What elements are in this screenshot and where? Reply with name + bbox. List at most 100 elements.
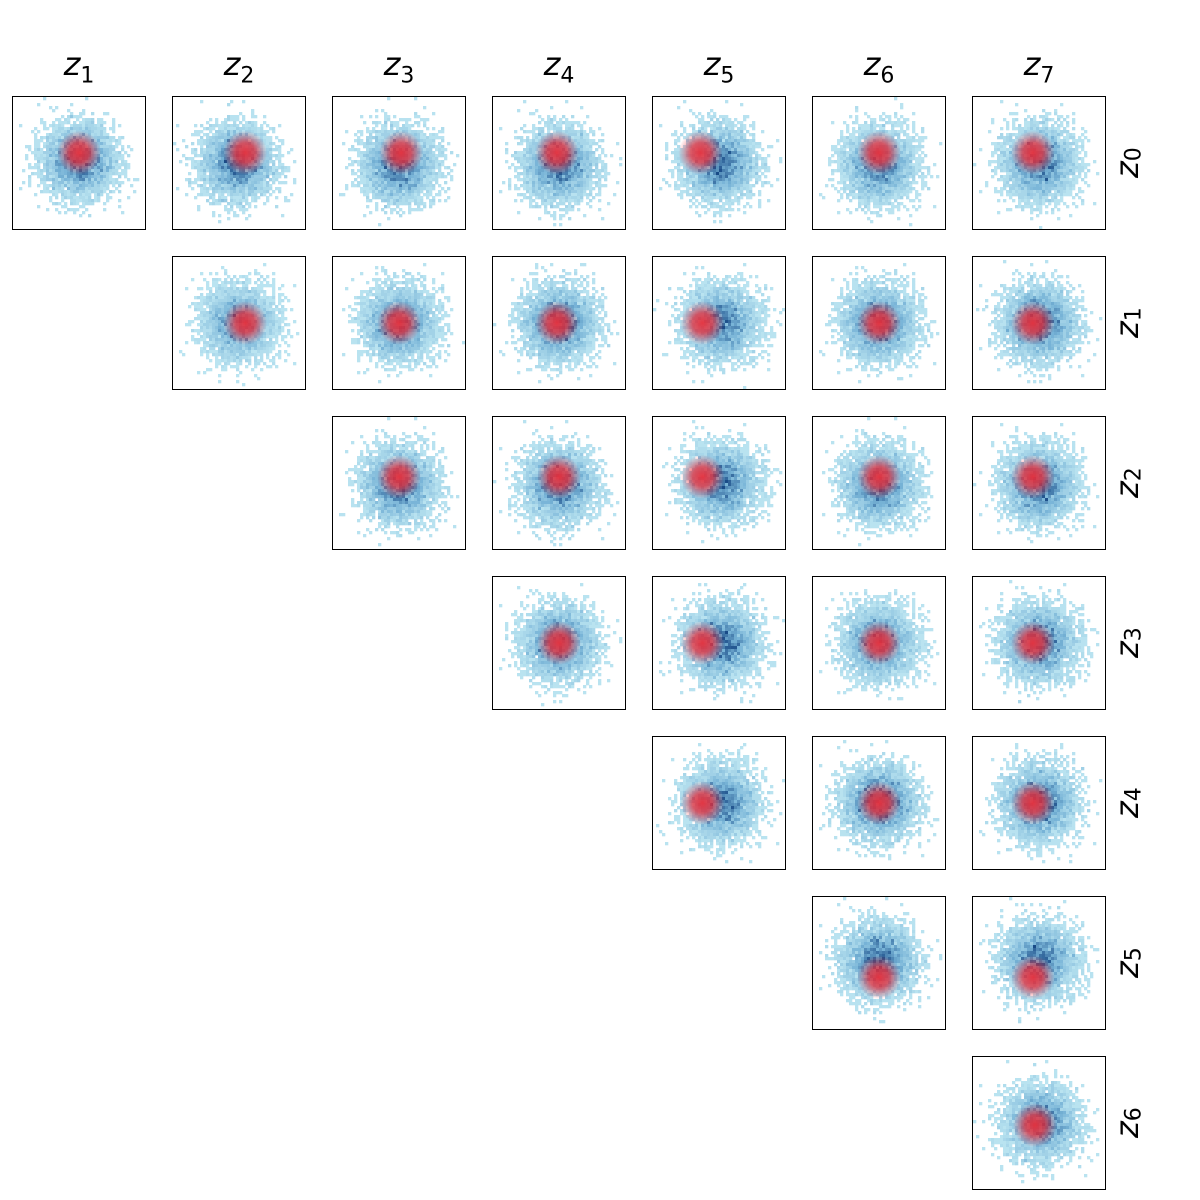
- density-bin: [740, 157, 744, 161]
- density-bin: [553, 193, 557, 197]
- density-bin: [746, 172, 750, 176]
- density-bin: [855, 145, 859, 149]
- density-bin: [577, 202, 581, 206]
- density-bin: [1066, 139, 1070, 143]
- density-bin: [755, 157, 759, 161]
- density-bin: [698, 214, 702, 218]
- density-bin: [37, 139, 41, 143]
- density-bin: [906, 208, 910, 212]
- density-bin: [1009, 154, 1013, 158]
- density-bin: [903, 175, 907, 179]
- density-bin: [921, 139, 925, 143]
- density-bin: [429, 133, 433, 137]
- density-bin: [372, 160, 376, 164]
- density-bin: [598, 187, 602, 191]
- density-bin: [360, 178, 364, 182]
- density-bin: [571, 133, 575, 137]
- density-bin: [438, 154, 442, 158]
- density-bin: [257, 190, 261, 194]
- density-bin: [351, 169, 355, 173]
- density-bin: [743, 145, 747, 149]
- density-bin: [909, 151, 913, 155]
- density-bin: [61, 175, 65, 179]
- density-bin: [683, 127, 687, 131]
- density-bin: [387, 202, 391, 206]
- density-bin: [746, 181, 750, 185]
- density-bin: [233, 187, 237, 191]
- density-bin: [357, 160, 361, 164]
- density-bin: [40, 190, 44, 194]
- density-bin: [245, 175, 249, 179]
- density-bin: [719, 166, 723, 170]
- density-bin: [191, 181, 195, 185]
- density-bin: [529, 199, 533, 203]
- density-bin: [447, 172, 451, 176]
- density-bin: [680, 178, 684, 182]
- density-bin: [707, 190, 711, 194]
- density-bin: [43, 136, 47, 140]
- density-bin: [553, 223, 557, 227]
- density-bin: [73, 181, 77, 185]
- density-bin: [855, 106, 859, 110]
- density-bin: [351, 181, 355, 185]
- density-bin: [906, 145, 910, 149]
- density-bin: [257, 181, 261, 185]
- density-bin: [233, 202, 237, 206]
- density-bin: [414, 115, 418, 119]
- density-bin: [52, 157, 56, 161]
- density-bin: [209, 124, 213, 128]
- density-bin: [900, 130, 904, 134]
- density-bin: [88, 124, 92, 128]
- density-bin: [378, 160, 382, 164]
- density-bin: [589, 130, 593, 134]
- density-bin: [396, 181, 400, 185]
- density-bin: [885, 190, 889, 194]
- density-bin: [124, 166, 128, 170]
- density-bin: [864, 169, 868, 173]
- density-bin: [668, 169, 672, 173]
- density-bin: [257, 169, 261, 173]
- density-bin: [505, 148, 509, 152]
- density-bin: [900, 142, 904, 146]
- density-bin: [239, 184, 243, 188]
- density-bin: [556, 190, 560, 194]
- density-bin: [888, 190, 892, 194]
- density-bin: [399, 190, 403, 194]
- density-bin: [227, 127, 231, 131]
- density-bin: [94, 166, 98, 170]
- density-bin: [375, 115, 379, 119]
- density-bin: [215, 202, 219, 206]
- density-bin: [399, 175, 403, 179]
- density-bin: [1027, 121, 1031, 125]
- density-bin: [233, 199, 237, 203]
- density-bin: [909, 184, 913, 188]
- density-bin: [526, 172, 530, 176]
- density-bin: [58, 118, 62, 122]
- density-bin: [227, 136, 231, 140]
- density-bin: [722, 139, 726, 143]
- density-bin: [381, 184, 385, 188]
- density-bin: [743, 154, 747, 158]
- density-bin: [674, 187, 678, 191]
- density-bin: [85, 127, 89, 131]
- density-bin: [242, 196, 246, 200]
- density-bin: [891, 196, 895, 200]
- density-bin: [31, 151, 35, 155]
- density-bin: [526, 196, 530, 200]
- density-bin: [230, 133, 234, 137]
- density-bin: [568, 178, 572, 182]
- density-bin: [713, 112, 717, 116]
- density-bin: [224, 127, 228, 131]
- density-bin: [680, 133, 684, 137]
- density-bin: [435, 163, 439, 167]
- density-bin: [197, 175, 201, 179]
- density-bin: [263, 178, 267, 182]
- density-bin: [348, 163, 352, 167]
- density-bin: [224, 130, 228, 134]
- density-bin: [701, 193, 705, 197]
- density-bin: [541, 172, 545, 176]
- density-bin: [1045, 118, 1049, 122]
- density-bin: [538, 187, 542, 191]
- density-bin: [1072, 142, 1076, 146]
- density-bin: [722, 172, 726, 176]
